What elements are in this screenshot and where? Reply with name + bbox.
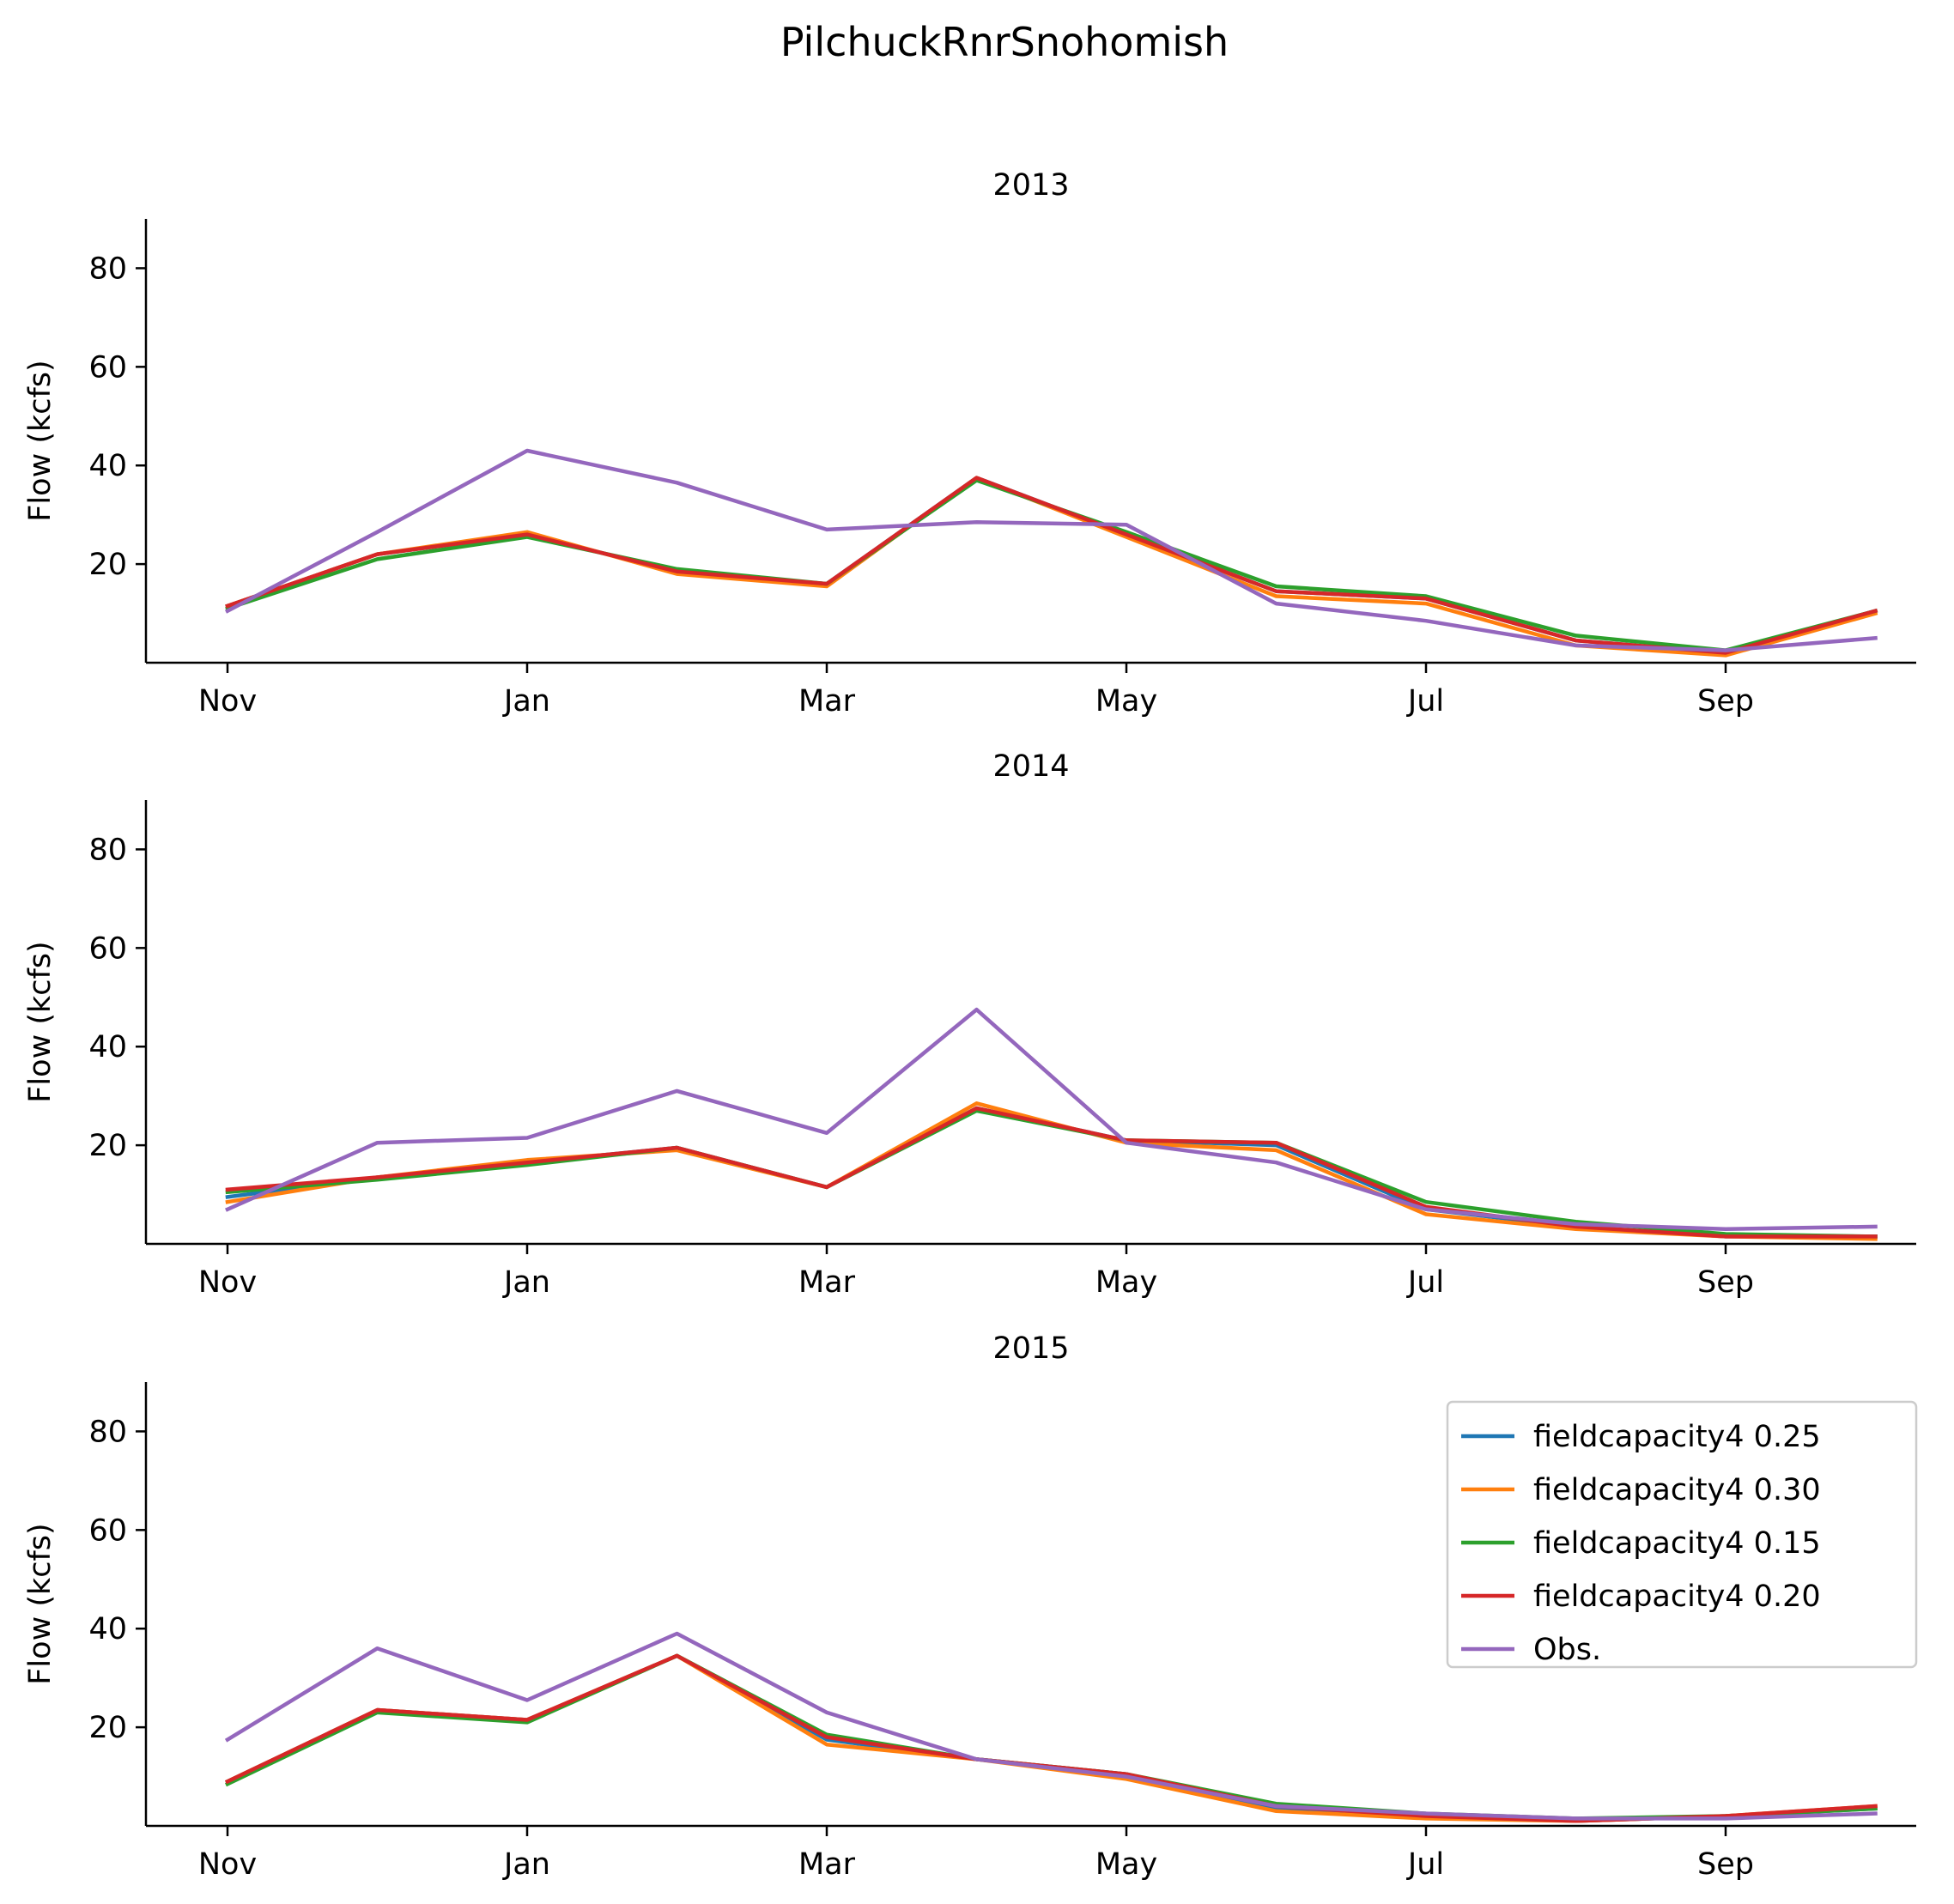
legend-label: fieldcapacity4 0.20 xyxy=(1533,1580,1821,1614)
y-tick-label: 60 xyxy=(88,931,127,966)
series-line-fieldcapacity4-0-20 xyxy=(225,476,1878,655)
y-tick-label: 40 xyxy=(88,1030,127,1064)
x-tick-label: Jul xyxy=(1406,684,1444,719)
subplot-2013: 2013 20 40 60 80 Nov Jan Mar May Jul Sep Flow (kcfs… xyxy=(23,168,1916,719)
x-tick-label: Mar xyxy=(798,1847,856,1882)
x-tick-label: Jan xyxy=(502,684,550,719)
y-tick-label: 80 xyxy=(88,833,127,867)
x-tick-label: Sep xyxy=(1697,1265,1754,1300)
x-tick-label: Nov xyxy=(198,684,257,719)
y-tick-label: 40 xyxy=(88,1612,127,1646)
legend: fieldcapacity4 0.25 fieldcapacity4 0.30 fi… xyxy=(1446,1400,1918,1669)
legend-label: fieldcapacity4 0.30 xyxy=(1533,1473,1821,1507)
x-tick-label: Mar xyxy=(798,684,856,719)
x-tick-label: Jan xyxy=(502,1265,550,1300)
subplot-title: 2014 xyxy=(992,749,1069,784)
x-tick-label: Jul xyxy=(1406,1847,1444,1882)
y-axis-label: Flow (kcfs) xyxy=(23,1523,58,1684)
figure-title: PilchuckRnrSnohomish xyxy=(780,19,1229,65)
y-tick-label: 20 xyxy=(88,1129,127,1163)
x-tick-label: Jan xyxy=(502,1847,550,1882)
x-tick-label: Nov xyxy=(198,1265,257,1300)
y-axis-label: Flow (kcfs) xyxy=(23,941,58,1102)
y-tick-label: 20 xyxy=(88,548,127,582)
series-line-obs- xyxy=(225,1007,1878,1232)
y-tick-label: 40 xyxy=(88,449,127,483)
legend-label: fieldcapacity4 0.25 xyxy=(1533,1420,1821,1454)
y-tick-label: 60 xyxy=(88,350,127,385)
subplot-title: 2013 xyxy=(992,168,1069,203)
subplot-2015: 2015 20 40 60 80 Nov Jan Mar May Jul Sep Flow (kcfs… xyxy=(23,1331,1918,1882)
x-tick-label: May xyxy=(1095,684,1157,719)
panels: 2013 20 40 60 80 Nov Jan Mar May Jul Sep Flow (kcfs… xyxy=(23,168,1918,1882)
series-line-fieldcapacity4-0-20 xyxy=(225,1106,1878,1239)
series-line-obs- xyxy=(224,448,1878,652)
y-tick-label: 60 xyxy=(88,1513,127,1548)
x-tick-label: Sep xyxy=(1697,1847,1754,1882)
subplot-2014: 2014 20 40 60 80 Nov Jan Mar May Jul Sep Flow (kcfs… xyxy=(23,749,1916,1300)
y-axis-label: Flow (kcfs) xyxy=(23,360,58,521)
legend-label: Obs. xyxy=(1533,1633,1601,1667)
y-tick-label: 80 xyxy=(88,252,127,286)
series-line-obs- xyxy=(224,1631,1878,1821)
legend-frame xyxy=(1446,1400,1918,1669)
x-tick-label: Sep xyxy=(1697,684,1754,719)
x-tick-label: Mar xyxy=(798,1265,856,1300)
x-tick-label: May xyxy=(1095,1265,1157,1300)
subplot-title: 2015 xyxy=(992,1331,1069,1366)
x-tick-label: Jul xyxy=(1406,1265,1444,1300)
legend-label: fieldcapacity4 0.15 xyxy=(1533,1526,1821,1561)
y-tick-label: 80 xyxy=(88,1415,127,1449)
y-tick-label: 20 xyxy=(88,1711,127,1745)
x-tick-label: Nov xyxy=(198,1847,257,1882)
x-tick-label: May xyxy=(1095,1847,1157,1882)
